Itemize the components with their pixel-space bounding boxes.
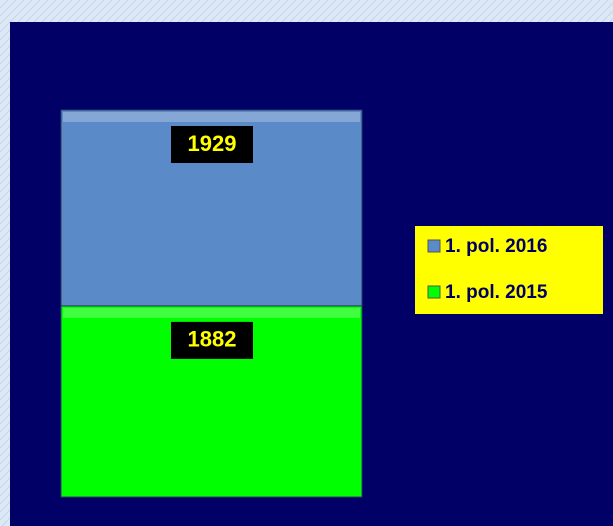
bar-highlight	[63, 307, 360, 318]
legend-marker	[427, 239, 441, 253]
legend-label: 1. pol. 2016	[445, 236, 547, 257]
legend-label: 1. pol. 2015	[445, 282, 548, 303]
legend-box	[415, 226, 603, 314]
data-label-bg	[171, 321, 253, 359]
data-label-bg	[171, 126, 253, 163]
legend-marker	[427, 285, 441, 299]
bar-highlight	[63, 112, 360, 122]
data-label: 1882	[188, 327, 237, 352]
data-label: 1929	[188, 131, 237, 156]
